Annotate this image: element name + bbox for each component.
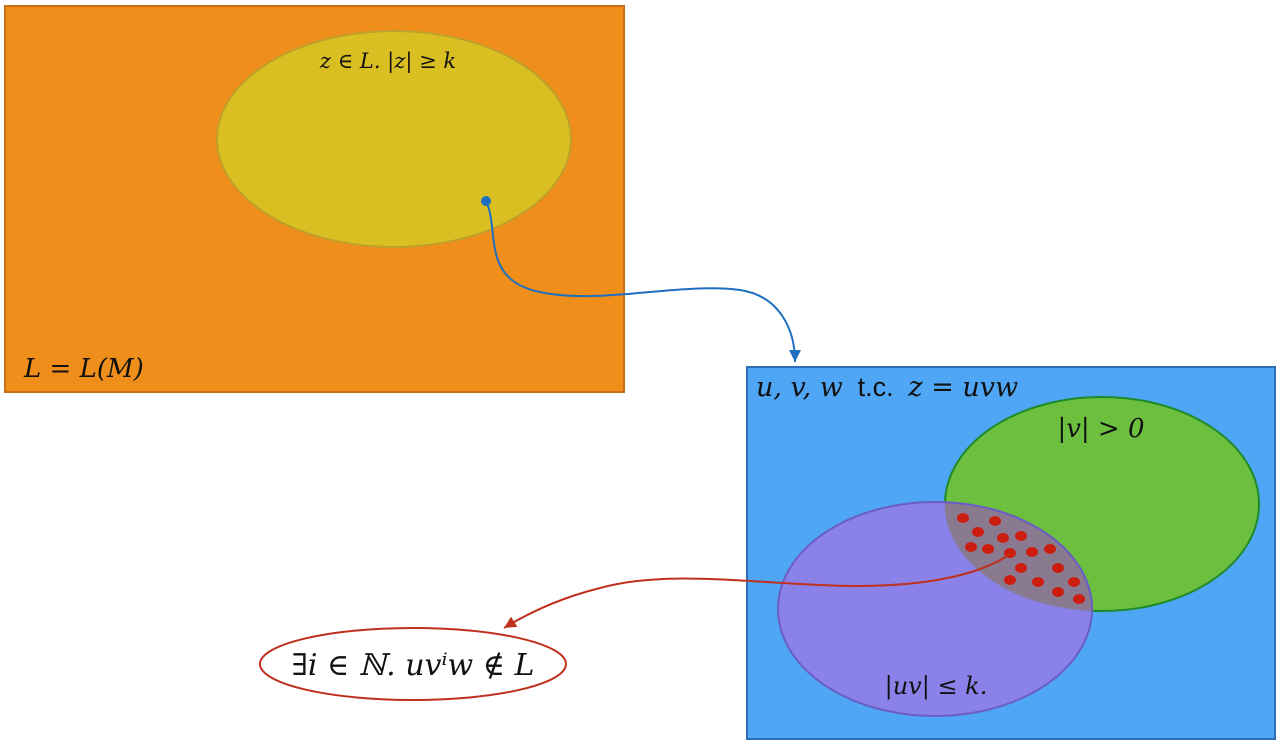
intersection-dot	[965, 542, 977, 552]
intersection-dot	[1073, 594, 1085, 604]
intersection-dot	[1026, 547, 1038, 557]
pumping-arrow	[503, 553, 1011, 629]
intersection-dot	[1004, 575, 1016, 585]
v-nonempty-label: |v| > 0	[1057, 414, 1144, 444]
intersection-dot	[1052, 563, 1064, 573]
mapping-arrow	[485, 200, 801, 363]
intersection-dot	[982, 544, 994, 554]
intersection-dots	[957, 513, 1085, 604]
intersection-dot	[1068, 577, 1080, 587]
intersection-dot	[1052, 587, 1064, 597]
intersection-dot	[1032, 577, 1044, 587]
intersection-dot	[989, 516, 1001, 526]
uv-bounded-label: |uv| ≤ k.	[885, 672, 988, 701]
word-set-ellipse	[216, 30, 572, 248]
decomposition-box-label: u, v, w t.c. z = uvw	[756, 372, 1018, 403]
language-box-label: L = L(M)	[23, 354, 144, 384]
intersection-dot	[957, 513, 969, 523]
intersection-dot	[997, 533, 1009, 543]
intersection-dot	[972, 527, 984, 537]
intersection-dot	[1044, 544, 1056, 554]
intersection-dot	[1015, 563, 1027, 573]
conclusion-ellipse	[259, 627, 567, 701]
conclusion-label: ∃i ∈ ℕ. uvⁱw ∉ L	[292, 648, 535, 683]
intersection-dot	[1015, 531, 1027, 541]
word-set-label: z ∈ L. |z| ≥ k	[319, 49, 456, 74]
